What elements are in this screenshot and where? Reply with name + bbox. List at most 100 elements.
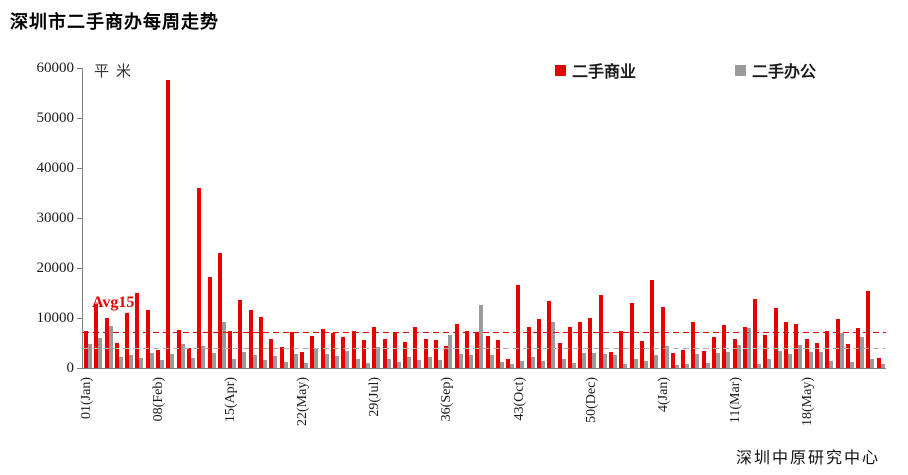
- bar-group-week-70: [793, 68, 803, 368]
- bar-group-week-40: [485, 68, 495, 368]
- y-tick-mark: [77, 118, 82, 119]
- commercial-bar: [392, 331, 397, 368]
- commercial-bar: [94, 304, 99, 368]
- x-tick-label: 18(May): [799, 377, 815, 426]
- bar-group-week-11: [186, 68, 196, 368]
- x-tick-label: 50(Dec): [583, 377, 599, 423]
- bar-group-week-17: [248, 68, 258, 368]
- commercial-bar: [382, 338, 387, 368]
- commercial-bar: [135, 293, 140, 368]
- legend-label-commercial: 二手商业: [572, 64, 637, 81]
- bar-group-week-15: [227, 68, 237, 368]
- commercial-bar: [289, 331, 294, 368]
- legend-item-office: 二手办公: [735, 58, 816, 82]
- office-bar: [726, 351, 731, 368]
- office-bar: [273, 356, 278, 368]
- office-bar: [98, 338, 103, 368]
- bar-group-week-4: [114, 68, 124, 368]
- commercial-bar: [845, 343, 850, 368]
- commercial-bar: [681, 350, 686, 368]
- x-tick-label: 4(Jan): [655, 377, 671, 412]
- office-bar: [829, 360, 834, 368]
- bar-group-week-75: [845, 68, 855, 368]
- bar-group-week-8: [155, 68, 165, 368]
- y-tick-label: 30000: [36, 210, 75, 226]
- bar-group-week-53: [618, 68, 628, 368]
- commercial-bar: [464, 331, 469, 368]
- commercial-bar: [475, 332, 480, 368]
- legend-swatch-office: [735, 64, 746, 76]
- office-bar: [118, 356, 123, 368]
- commercial-bar: [711, 336, 716, 368]
- bar-group-week-6: [134, 68, 144, 368]
- office-bar: [777, 350, 782, 368]
- bar-group-week-64: [732, 68, 742, 368]
- bar-group-week-48: [567, 68, 577, 368]
- bar-series-container: [83, 68, 886, 368]
- commercial-bar: [536, 318, 541, 368]
- office-bar: [438, 360, 443, 368]
- bar-group-week-12: [196, 68, 206, 368]
- office-bar: [705, 362, 710, 368]
- x-tick-label: 11(Mar): [727, 377, 743, 424]
- office-bar: [849, 361, 854, 368]
- office-bar: [458, 353, 463, 368]
- bar-group-week-16: [237, 68, 247, 368]
- commercial-bar: [784, 321, 789, 368]
- bar-group-week-1: [83, 68, 93, 368]
- office-bar: [190, 358, 195, 368]
- bar-group-week-61: [701, 68, 711, 368]
- office-bar: [407, 356, 412, 368]
- commercial-bar: [186, 348, 191, 368]
- commercial-bar: [207, 277, 212, 368]
- commercial-bar: [454, 323, 459, 368]
- bar-group-week-69: [783, 68, 793, 368]
- bar-group-week-23: [309, 68, 319, 368]
- bar-group-week-33: [412, 68, 422, 368]
- office-bar: [736, 345, 741, 368]
- office-bar: [88, 344, 92, 368]
- x-tick-label: 08(Feb): [151, 377, 167, 422]
- office-bar: [283, 362, 288, 368]
- office-bar: [139, 358, 144, 368]
- commercial-bar: [526, 326, 531, 368]
- y-axis-unit-label: 平米: [94, 64, 139, 80]
- bar-group-week-39: [474, 68, 484, 368]
- commercial-bar: [331, 333, 336, 368]
- office-bar: [839, 332, 844, 368]
- office-bar: [870, 358, 875, 368]
- office-bar: [232, 358, 237, 368]
- x-tick-label: 36(Sep): [439, 377, 455, 422]
- commercial-bar: [598, 295, 603, 368]
- office-bar: [685, 364, 690, 368]
- bar-group-week-30: [382, 68, 392, 368]
- bar-group-week-26: [340, 68, 350, 368]
- legend-label-office: 二手办公: [752, 64, 817, 81]
- y-tick-mark: [77, 68, 82, 69]
- office-bar: [417, 360, 422, 368]
- office-bar: [788, 353, 793, 368]
- bar-group-week-51: [598, 68, 608, 368]
- commercial-bar: [557, 342, 562, 368]
- commercial-bar: [269, 338, 274, 368]
- commercial-bar: [609, 351, 614, 368]
- office-bar: [324, 353, 329, 368]
- commercial-bar: [238, 300, 243, 368]
- office-bar: [499, 361, 504, 368]
- office-bar: [160, 360, 165, 368]
- commercial-bar: [773, 308, 778, 368]
- commercial-bar: [701, 351, 706, 368]
- commercial-bar: [516, 285, 521, 368]
- office-bar: [314, 348, 319, 368]
- legend-item-commercial: 二手商业: [555, 58, 636, 82]
- office-bar: [561, 358, 566, 368]
- commercial-bar: [114, 342, 119, 368]
- office-bar: [448, 334, 453, 368]
- bar-group-week-60: [690, 68, 700, 368]
- y-tick-mark: [77, 168, 82, 169]
- bar-group-week-18: [258, 68, 268, 368]
- bar-group-week-29: [371, 68, 381, 368]
- y-tick-mark: [77, 318, 82, 319]
- reference-lines: [83, 68, 886, 368]
